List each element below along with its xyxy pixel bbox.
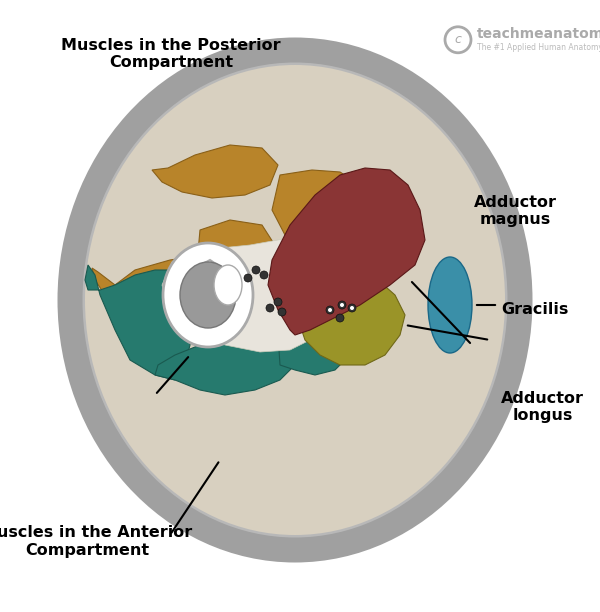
Polygon shape bbox=[198, 220, 278, 275]
Text: Adductor
magnus: Adductor magnus bbox=[474, 195, 557, 227]
Circle shape bbox=[328, 308, 332, 312]
Polygon shape bbox=[85, 265, 195, 380]
Circle shape bbox=[278, 308, 286, 316]
Circle shape bbox=[274, 298, 282, 306]
Polygon shape bbox=[152, 145, 278, 198]
Circle shape bbox=[326, 306, 334, 314]
Ellipse shape bbox=[180, 262, 236, 328]
Polygon shape bbox=[335, 290, 380, 360]
Circle shape bbox=[350, 306, 354, 310]
Circle shape bbox=[340, 303, 344, 307]
Circle shape bbox=[266, 304, 274, 312]
Text: Gracilis: Gracilis bbox=[501, 302, 568, 316]
Polygon shape bbox=[155, 325, 295, 395]
Polygon shape bbox=[92, 250, 278, 330]
Text: The #1 Applied Human Anatomy Site on the Web.: The #1 Applied Human Anatomy Site on the… bbox=[477, 43, 600, 52]
Ellipse shape bbox=[163, 243, 253, 347]
Text: c: c bbox=[455, 33, 461, 47]
Text: Adductor
longus: Adductor longus bbox=[501, 391, 584, 423]
Circle shape bbox=[244, 274, 252, 282]
Ellipse shape bbox=[85, 65, 505, 535]
Polygon shape bbox=[162, 235, 355, 352]
Text: Muscles in the Posterior
Compartment: Muscles in the Posterior Compartment bbox=[61, 38, 281, 70]
Text: teachmeanatomy: teachmeanatomy bbox=[477, 27, 600, 41]
Circle shape bbox=[336, 314, 344, 322]
Ellipse shape bbox=[70, 50, 520, 550]
Circle shape bbox=[252, 266, 260, 274]
Text: Muscles in the Anterior
Compartment: Muscles in the Anterior Compartment bbox=[0, 526, 193, 558]
Ellipse shape bbox=[214, 265, 242, 305]
Polygon shape bbox=[272, 170, 370, 255]
Circle shape bbox=[338, 301, 346, 309]
Polygon shape bbox=[278, 305, 355, 375]
Polygon shape bbox=[300, 275, 405, 365]
Circle shape bbox=[260, 271, 268, 279]
Polygon shape bbox=[268, 168, 425, 335]
Polygon shape bbox=[182, 260, 230, 325]
Ellipse shape bbox=[428, 257, 472, 353]
Circle shape bbox=[348, 304, 356, 312]
